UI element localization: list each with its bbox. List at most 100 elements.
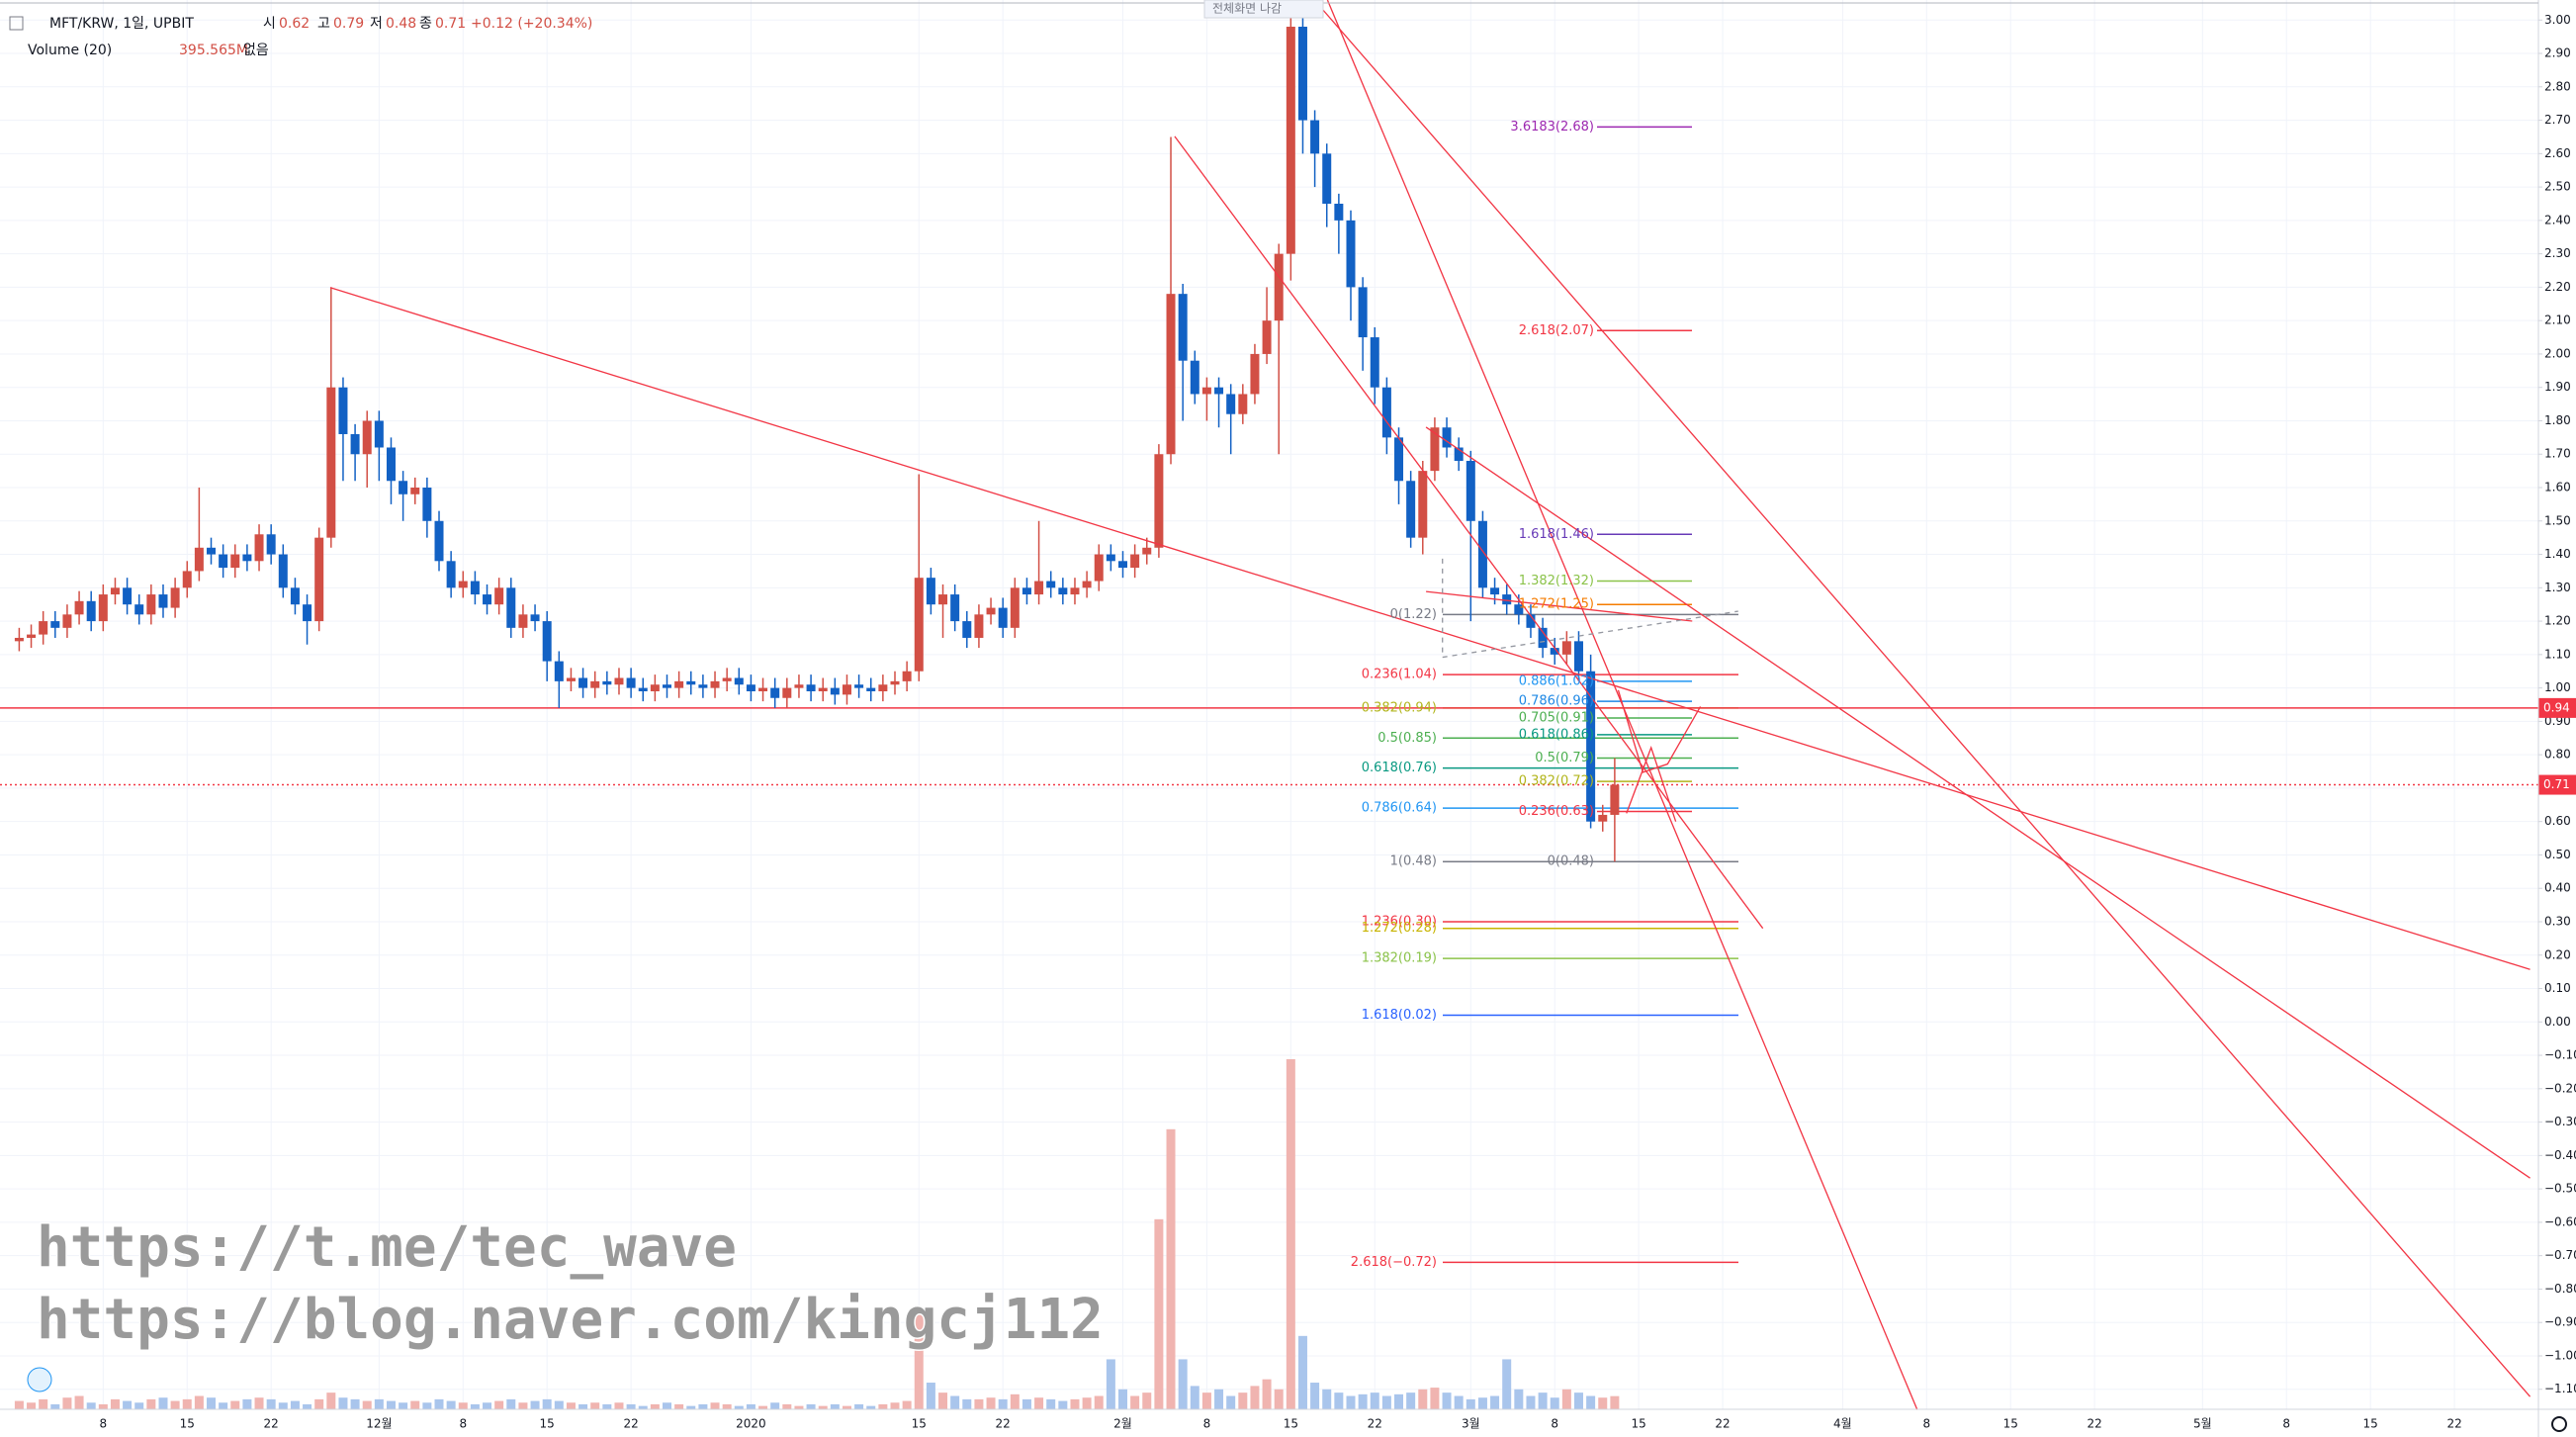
fib-label: 0.786(0.64) (1362, 801, 1437, 816)
volume-bar (1058, 1400, 1068, 1409)
volume-bar (374, 1398, 384, 1409)
candle-body (1346, 220, 1356, 288)
volume-bar (758, 1405, 768, 1409)
volume-na: 없음 (243, 43, 269, 58)
candle-body (542, 621, 552, 662)
volume-bar (1274, 1389, 1284, 1409)
ohlc-label: 시 (263, 16, 276, 32)
volume-bar (614, 1402, 624, 1409)
volume-bar (1297, 1335, 1307, 1409)
candle-body (1274, 253, 1284, 321)
volume-bar (710, 1402, 720, 1409)
candle-body (878, 684, 888, 691)
candle-body (1477, 520, 1487, 588)
volume-bar (1046, 1398, 1056, 1409)
y-tick-label: 1.30 (2544, 581, 2571, 594)
volume-bar (914, 1308, 924, 1409)
volume-bar (1598, 1397, 1608, 1409)
candle-body (86, 600, 96, 622)
fib-label: 1.618(1.46) (1519, 527, 1594, 542)
x-tick-label: 8 (1551, 1417, 1558, 1431)
x-tick-label: 15 (912, 1417, 927, 1431)
x-tick-label: 22 (623, 1417, 638, 1431)
price-box-label: 0.94 (2543, 700, 2570, 714)
volume-bar (566, 1402, 576, 1409)
volume-bar (1586, 1395, 1596, 1409)
candle-body (326, 387, 336, 538)
volume-bar (518, 1402, 528, 1409)
volume-bar (350, 1398, 360, 1409)
volume-bar (650, 1403, 660, 1409)
x-tick-label: 15 (2003, 1417, 2018, 1431)
candle-body (842, 684, 851, 695)
volume-bar (806, 1403, 816, 1409)
volume-bar (878, 1403, 888, 1409)
logo[interactable] (27, 1367, 52, 1392)
volume-title[interactable]: Volume (20) (28, 43, 112, 58)
tooltip-box (1203, 0, 1324, 19)
symbol[interactable]: MFT/KRW, 1일, UPBIT (49, 16, 194, 32)
candle-body (1370, 337, 1379, 388)
watermark: https://blog.naver.com/kingcj112 (37, 1288, 1104, 1352)
fullscreen-hint[interactable]: 전체화면 나감 (1212, 2, 1282, 16)
y-tick-label: 1.60 (2544, 481, 2571, 494)
candle-body (98, 594, 108, 622)
volume-bar (746, 1403, 755, 1409)
settings-icon[interactable] (2551, 1416, 2567, 1432)
candle-body (350, 433, 360, 455)
fib-label: 0.886(1.02) (1519, 674, 1594, 688)
volume-bar (1201, 1392, 1211, 1409)
volume-bar (1130, 1395, 1140, 1409)
y-tick-label: −0.60 (2544, 1214, 2576, 1228)
candle-body (1094, 554, 1104, 582)
x-tick-label: 2월 (1113, 1417, 1132, 1431)
candle-body (1430, 427, 1440, 472)
candle-body (1442, 427, 1452, 448)
volume-bar (194, 1395, 204, 1409)
ohlc-label: 저 (370, 16, 383, 32)
volume-bar (483, 1402, 492, 1409)
candle-body (1406, 481, 1416, 538)
x-tick-label: 2020 (736, 1417, 766, 1431)
candle-body (806, 684, 816, 691)
candle-body (434, 520, 444, 562)
x-tick-label: 22 (2087, 1417, 2101, 1431)
candle-body (614, 677, 624, 685)
candle-body (602, 680, 612, 685)
trend-line (329, 287, 2531, 970)
volume-bar (1226, 1395, 1236, 1409)
candle-body (758, 687, 768, 691)
volume-bar (170, 1400, 180, 1409)
volume-bar (86, 1402, 96, 1409)
volume-bar (1550, 1397, 1559, 1409)
candle-body (1190, 360, 1199, 395)
x-tick-label: 15 (1632, 1417, 1646, 1431)
candle-body (506, 587, 516, 628)
volume-bar (506, 1398, 516, 1409)
volume-bar (1430, 1388, 1440, 1409)
volume-bar (1178, 1359, 1188, 1409)
candle-body (374, 420, 384, 448)
volume-bar (1334, 1392, 1344, 1409)
candle-body (746, 684, 755, 691)
fib-label: 0.786(0.96) (1519, 694, 1594, 709)
candle-body (722, 677, 732, 681)
fib-label: 0.618(0.76) (1362, 761, 1437, 775)
candle-body (1322, 153, 1332, 204)
plot-layer (0, 0, 2538, 1409)
volume-bar (338, 1397, 348, 1409)
candle-body (134, 604, 144, 615)
candle-body (170, 587, 180, 608)
volume-bar (1538, 1392, 1548, 1409)
candle-body (1034, 581, 1044, 595)
candle-body (62, 614, 72, 628)
volume-bar (230, 1400, 240, 1409)
x-tick-label: 22 (1715, 1417, 1730, 1431)
candle-body (1538, 627, 1548, 649)
overlay-layer: 3.00 2.90 2.80 2.70 2.60 2.50 2.40 2.30 2.20 2.10… (100, 13, 2576, 1431)
candle-body (830, 687, 840, 695)
candle-body (14, 637, 24, 642)
volume-bar (542, 1398, 552, 1409)
collapse-icon[interactable] (9, 16, 24, 31)
